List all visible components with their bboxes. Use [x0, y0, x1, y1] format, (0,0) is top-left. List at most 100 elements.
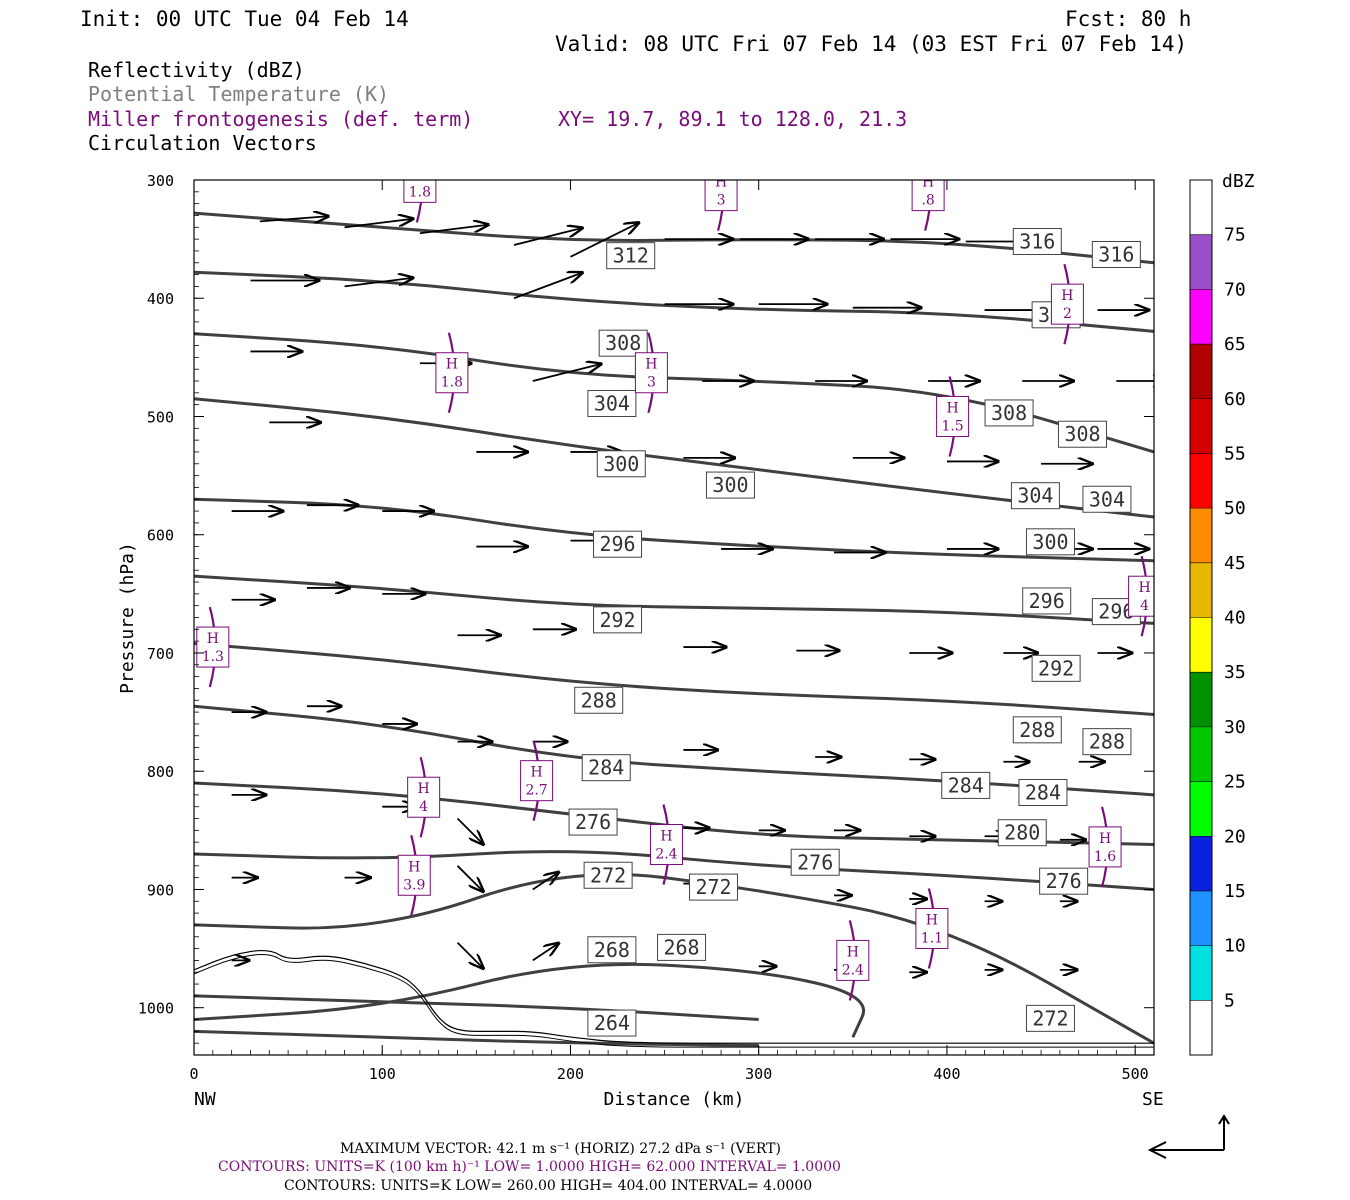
fronto-max-1.8: H 1.8 [435, 332, 469, 414]
x-tick-label: 100 [369, 1065, 396, 1083]
colorbar-label: 30 [1224, 717, 1246, 738]
plot-frame [193, 179, 1155, 1056]
theta-label-text: 276 [797, 850, 833, 874]
theta-label-text: 268 [594, 938, 630, 962]
theta-label-box [1057, 420, 1107, 448]
theta-label-box [568, 808, 618, 836]
theta-label-text: 296 [1029, 589, 1065, 613]
fronto-value: 2.7 [525, 783, 547, 799]
fronto-max-3: H3 [704, 175, 738, 231]
circulation-vector [513, 273, 582, 300]
fronto-label-box [403, 180, 437, 203]
theta-label-288: 288 [574, 686, 624, 714]
fronto-max-2.4: H 2.4 [836, 920, 870, 1001]
theta-label-box [587, 389, 637, 417]
fronto-label-box [1128, 575, 1154, 617]
colorbar-label: 35 [1224, 662, 1246, 683]
init-time: Init: 00 UTC Tue 04 Feb 14 [80, 7, 409, 31]
theta-label-box [598, 329, 648, 357]
theta-label-308: 308 [984, 399, 1034, 427]
fronto-high-marker: H [715, 175, 727, 191]
fronto-value: 1.5 [941, 418, 963, 434]
theta-label-text: 288 [1089, 730, 1125, 754]
theta-label-text: 284 [588, 756, 624, 780]
theta-label-box [593, 606, 643, 634]
theta-label-text: 272 [590, 863, 626, 887]
theta-label-288: 288 [1082, 728, 1132, 756]
theta-label-316: 316 [1012, 227, 1062, 255]
fronto-high-marker: H [1138, 580, 1150, 596]
colorbar-segment [1190, 781, 1212, 837]
theta-label-284: 284 [1018, 779, 1068, 806]
circulation-vector [570, 223, 638, 258]
circulation-vector [344, 219, 413, 229]
theta-label-308: 308 [598, 329, 648, 357]
circulation-vector [456, 942, 484, 969]
theta-label-280: 280 [997, 819, 1047, 847]
theta-label-text: 304 [1017, 484, 1053, 508]
colorbar-segment [1190, 180, 1212, 235]
fronto-max-1.3: H 1.3 [196, 606, 230, 688]
x-tick-label: 0 [189, 1065, 198, 1083]
y-tick-label: 1000 [138, 1000, 174, 1018]
colorbar-label: 15 [1224, 881, 1246, 902]
theta-label-264: 264 [587, 1009, 637, 1037]
colorbar-segment [1190, 562, 1212, 618]
colorbar-label: 20 [1224, 826, 1246, 847]
fronto-value: 2.4 [655, 847, 677, 863]
theta-label-316: 316 [1091, 240, 1141, 268]
fronto-high-marker: H [446, 357, 458, 373]
circulation-vector [344, 278, 413, 288]
fronto-value: 2 [1063, 306, 1072, 322]
fronto-label-box [196, 626, 230, 668]
theta-label-box [689, 873, 739, 901]
theta-label-304: 304 [1010, 482, 1060, 510]
theta-label-text: 276 [1046, 869, 1082, 893]
theta-label-box [1012, 716, 1062, 744]
theta-label-text: 284 [948, 773, 984, 797]
legend-theta: Potential Temperature (K) [88, 82, 389, 106]
fronto-label-box [911, 180, 945, 212]
colorbar-unit: dBZ [1222, 171, 1255, 192]
colorbar-segment [1190, 508, 1212, 563]
fronto-value: 1.3 [202, 649, 224, 665]
colorbar-label: 70 [1224, 279, 1246, 300]
forecast-hour: Fcst: 80 h [1065, 7, 1191, 31]
theta-label-308: 308 [1057, 420, 1107, 448]
theta-label-box [1091, 240, 1141, 268]
circulation-vector [259, 216, 328, 221]
colorbar-label: 75 [1224, 225, 1246, 246]
theta-label-box [1082, 728, 1132, 756]
colorbar-segment [1190, 344, 1212, 399]
fronto-high-marker: H [645, 357, 657, 373]
theta-label-text: 300 [603, 452, 639, 476]
axes: 0 100 200 300 400 500 300 400 500 600 700 800 900 100… [138, 172, 1155, 1083]
y-axis-label: Pressure (hPa) [117, 542, 138, 694]
theta-label-box [705, 471, 755, 499]
colorbar-label: 40 [1224, 608, 1246, 629]
fronto-label-box [836, 939, 870, 981]
theta-label-text: 308 [991, 401, 1027, 425]
fronto-max-2.4: H 2.4 [649, 804, 683, 885]
reference-vector [1147, 1114, 1230, 1159]
fronto-label-box [634, 352, 668, 394]
colorbar-label: 5 [1224, 990, 1235, 1011]
fronto-label-box [936, 395, 970, 437]
fronto-max-1.8: H 1.8 [403, 180, 437, 223]
fronto-high-marker: H [926, 912, 938, 928]
fronto-max-1.1: H 1.1 [915, 888, 949, 969]
circulation-vector [532, 872, 559, 891]
dbz-colorbar: 5 10 15 20 25 30 35 40 45 50 55 60 65 70 75 [1189, 179, 1246, 1056]
fronto-value: 3 [647, 375, 656, 391]
theta-contour-288 [194, 704, 1154, 797]
theta-label-text: 268 [663, 935, 699, 959]
fronto-value: 1.6 [1094, 849, 1116, 865]
x-axis-label: Distance (km) [604, 1089, 745, 1110]
fronto-high-marker: H [1099, 831, 1111, 847]
theta-label-box [587, 936, 637, 964]
fronto-value: 3 [717, 193, 726, 209]
theta-label-box [606, 242, 656, 270]
colorbar-segment [1190, 289, 1212, 345]
colorbar-segment [1190, 453, 1212, 509]
theta-label-box [997, 819, 1047, 847]
